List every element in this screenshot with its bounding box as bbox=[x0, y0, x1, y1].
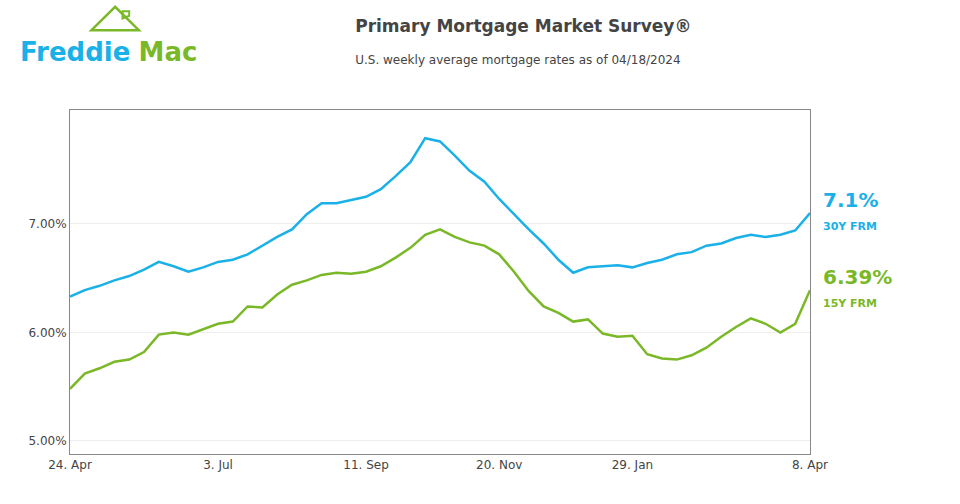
svg-text:8. Apr: 8. Apr bbox=[792, 458, 828, 472]
svg-text:Primary Mortgage Market Survey: Primary Mortgage Market Survey® bbox=[355, 16, 691, 36]
svg-text:11. Sep: 11. Sep bbox=[343, 458, 389, 472]
svg-text:7.00%: 7.00% bbox=[28, 217, 66, 231]
svg-text:29. Jan: 29. Jan bbox=[612, 458, 653, 472]
svg-text:7.1%: 7.1% bbox=[823, 188, 878, 212]
svg-text:6.00%: 6.00% bbox=[28, 326, 66, 340]
svg-text:5.00%: 5.00% bbox=[28, 434, 66, 448]
svg-text:15Y FRM: 15Y FRM bbox=[823, 297, 877, 310]
svg-text:6.39%: 6.39% bbox=[823, 265, 892, 289]
svg-text:U.S. weekly average mortgage r: U.S. weekly average mortgage rates as of… bbox=[355, 53, 680, 67]
svg-text:24. Apr: 24. Apr bbox=[48, 458, 92, 472]
svg-text:30Y FRM: 30Y FRM bbox=[823, 220, 877, 233]
svg-text:3. Jul: 3. Jul bbox=[203, 458, 233, 472]
svg-text:Freddie Mac: Freddie Mac bbox=[20, 37, 197, 67]
svg-text:20. Nov: 20. Nov bbox=[476, 458, 522, 472]
